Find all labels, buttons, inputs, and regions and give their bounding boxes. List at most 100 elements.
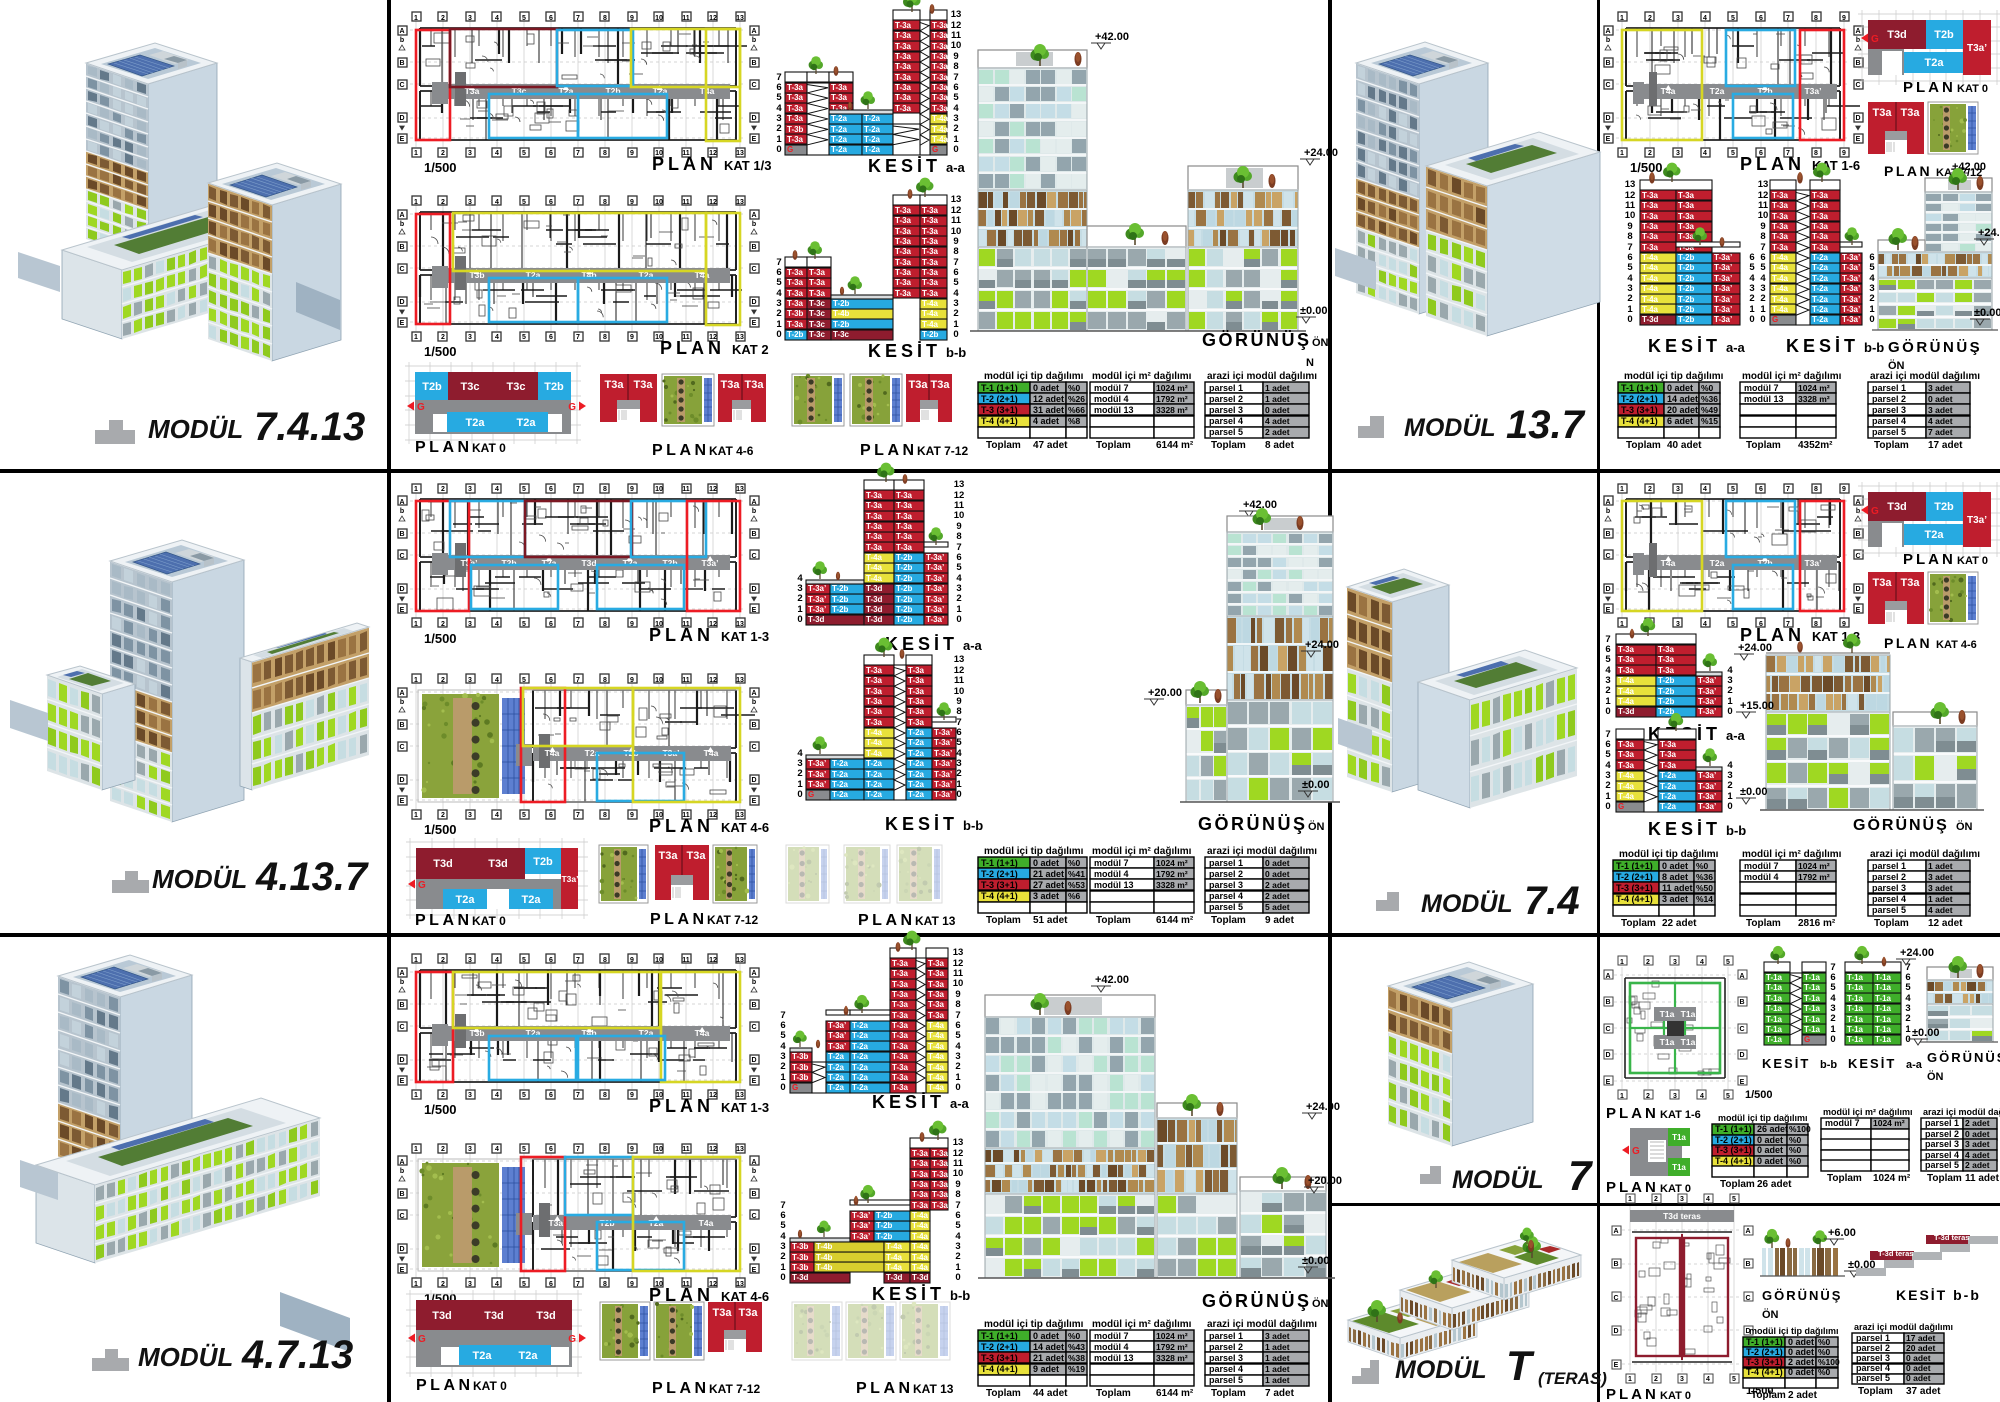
svg-text:T-3a: T-3a <box>932 1170 949 1179</box>
svg-text:T-3a’: T-3a’ <box>926 605 944 614</box>
svg-text:%49: %49 <box>1701 405 1718 415</box>
svg-text:4: 4 <box>495 957 499 964</box>
svg-text:5: 5 <box>522 1092 526 1099</box>
svg-text:KAT 4-6: KAT 4-6 <box>1936 639 1977 651</box>
svg-text:8: 8 <box>1814 15 1818 22</box>
svg-text:T2a: T2a <box>639 270 654 280</box>
svg-text:2: 2 <box>797 768 802 779</box>
svg-text:D: D <box>751 586 756 593</box>
svg-text:T-4b: T-4b <box>816 1253 833 1262</box>
svg-text:4: 4 <box>956 573 962 584</box>
svg-text:11: 11 <box>682 677 690 684</box>
svg-text:5: 5 <box>955 1030 961 1041</box>
svg-text:T-2a: T-2a <box>831 114 848 123</box>
svg-text:7 adet: 7 adet <box>1928 427 1953 437</box>
svg-text:5: 5 <box>522 677 526 684</box>
svg-text:T-4a: T-4a <box>1642 274 1659 283</box>
svg-text:KAT 0: KAT 0 <box>1957 83 1988 95</box>
svg-text:T-3a’: T-3a’ <box>852 1211 870 1220</box>
svg-text:T-4b: T-4b <box>816 1263 833 1272</box>
svg-text:T-3a: T-3a <box>866 718 883 727</box>
svg-text:C: C <box>1855 82 1860 89</box>
svg-text:KAT 1-3: KAT 1-3 <box>721 629 769 644</box>
svg-text:T4a: T4a <box>545 748 560 758</box>
svg-text:13: 13 <box>951 9 962 20</box>
svg-text:T-3b: T-3b <box>792 1263 809 1272</box>
svg-text:T-3a: T-3a <box>896 522 913 531</box>
svg-text:8: 8 <box>956 706 961 717</box>
svg-text:T-4a: T-4a <box>1618 771 1635 780</box>
svg-text:T-1 (1+1): T-1 (1+1) <box>1621 383 1658 393</box>
svg-text:modül 7: modül 7 <box>1094 383 1129 393</box>
svg-text:4: 4 <box>1703 621 1707 628</box>
svg-text:T-4a: T-4a <box>912 1263 929 1272</box>
svg-text:B: B <box>1855 531 1860 538</box>
svg-text:T-2b: T-2b <box>787 330 804 339</box>
svg-text:PLAN: PLAN <box>650 911 708 928</box>
svg-text:T-3c: T-3c <box>809 299 826 308</box>
svg-text:3: 3 <box>1676 150 1680 157</box>
svg-text:T-3a’: T-3a’ <box>1698 676 1716 685</box>
svg-text:T-3a: T-3a <box>1812 222 1829 231</box>
svg-text:T-4a: T-4a <box>1772 274 1789 283</box>
svg-text:6: 6 <box>776 267 781 278</box>
svg-text:T-3a’: T-3a’ <box>808 780 826 789</box>
svg-text:E: E <box>752 136 757 143</box>
svg-text:T4a: T4a <box>704 748 719 758</box>
svg-text:12: 12 <box>954 490 965 501</box>
svg-text:T-2a: T-2a <box>1812 295 1829 304</box>
svg-text:T-3a: T-3a <box>787 114 804 123</box>
svg-text:1024 m²: 1024 m² <box>1798 861 1830 871</box>
svg-text:3: 3 <box>955 1051 960 1062</box>
svg-text:7: 7 <box>576 15 580 22</box>
svg-text:E: E <box>1856 607 1861 614</box>
svg-text:T-3a: T-3a <box>866 491 883 500</box>
svg-text:ÖN: ÖN <box>1312 336 1329 349</box>
svg-text:6: 6 <box>956 552 961 563</box>
svg-text:T-3a: T-3a <box>922 289 939 298</box>
svg-text:arazi içi modül dağılımı: arazi içi modül dağılımı <box>1207 371 1317 382</box>
svg-text:T-3a’: T-3a’ <box>926 553 944 562</box>
svg-text:T-1 (1+1): T-1 (1+1) <box>981 858 1018 868</box>
svg-text:T-4a: T-4a <box>912 1242 929 1251</box>
svg-text:T-3d: T-3d <box>866 615 883 624</box>
svg-text:3 adet: 3 adet <box>1928 405 1953 415</box>
svg-text:B: B <box>751 60 756 67</box>
svg-text:T-3a’: T-3a’ <box>1714 315 1732 324</box>
svg-text:9: 9 <box>630 15 634 22</box>
svg-text:T-3a’: T-3a’ <box>934 738 952 747</box>
svg-text:T2a: T2a <box>517 417 537 429</box>
svg-text:2: 2 <box>1648 486 1652 493</box>
svg-text:G: G <box>418 880 426 891</box>
svg-text:T-3a’: T-3a’ <box>852 1221 870 1230</box>
svg-text:D: D <box>1855 115 1860 122</box>
svg-text:T2a: T2a <box>623 558 638 568</box>
svg-text:3: 3 <box>1676 486 1680 493</box>
svg-text:a-a: a-a <box>1726 340 1746 355</box>
svg-text:T-3a: T-3a <box>1618 761 1635 770</box>
svg-text:T-3a’: T-3a’ <box>926 615 944 624</box>
svg-text:T-3a: T-3a <box>932 104 949 113</box>
svg-text:4: 4 <box>1627 273 1633 284</box>
svg-text:T2b: T2b <box>422 381 442 393</box>
svg-text:T-4a: T-4a <box>1618 697 1635 706</box>
svg-text:T-4a: T-4a <box>1642 305 1659 314</box>
svg-text:0: 0 <box>1627 314 1632 325</box>
svg-text:0: 0 <box>1749 314 1754 325</box>
svg-text:%36: %36 <box>1696 872 1713 882</box>
svg-text:9: 9 <box>1842 621 1846 628</box>
svg-text:2: 2 <box>441 334 445 341</box>
svg-text:6: 6 <box>549 677 553 684</box>
svg-text:T-2a: T-2a <box>1812 263 1829 272</box>
svg-text:10: 10 <box>951 40 962 51</box>
svg-text:3328 m²: 3328 m² <box>1798 394 1830 404</box>
svg-text:T-1 (1+1): T-1 (1+1) <box>1616 861 1653 871</box>
svg-text:14 adet: 14 adet <box>1667 394 1698 404</box>
svg-text:8: 8 <box>603 677 607 684</box>
svg-text:4: 4 <box>495 486 499 493</box>
svg-text:parsel 1: parsel 1 <box>1209 858 1243 868</box>
svg-text:1: 1 <box>780 1072 786 1083</box>
svg-text:T-3b: T-3b <box>792 1063 809 1072</box>
svg-text:C: C <box>1605 82 1610 89</box>
svg-text:D: D <box>1605 586 1610 593</box>
